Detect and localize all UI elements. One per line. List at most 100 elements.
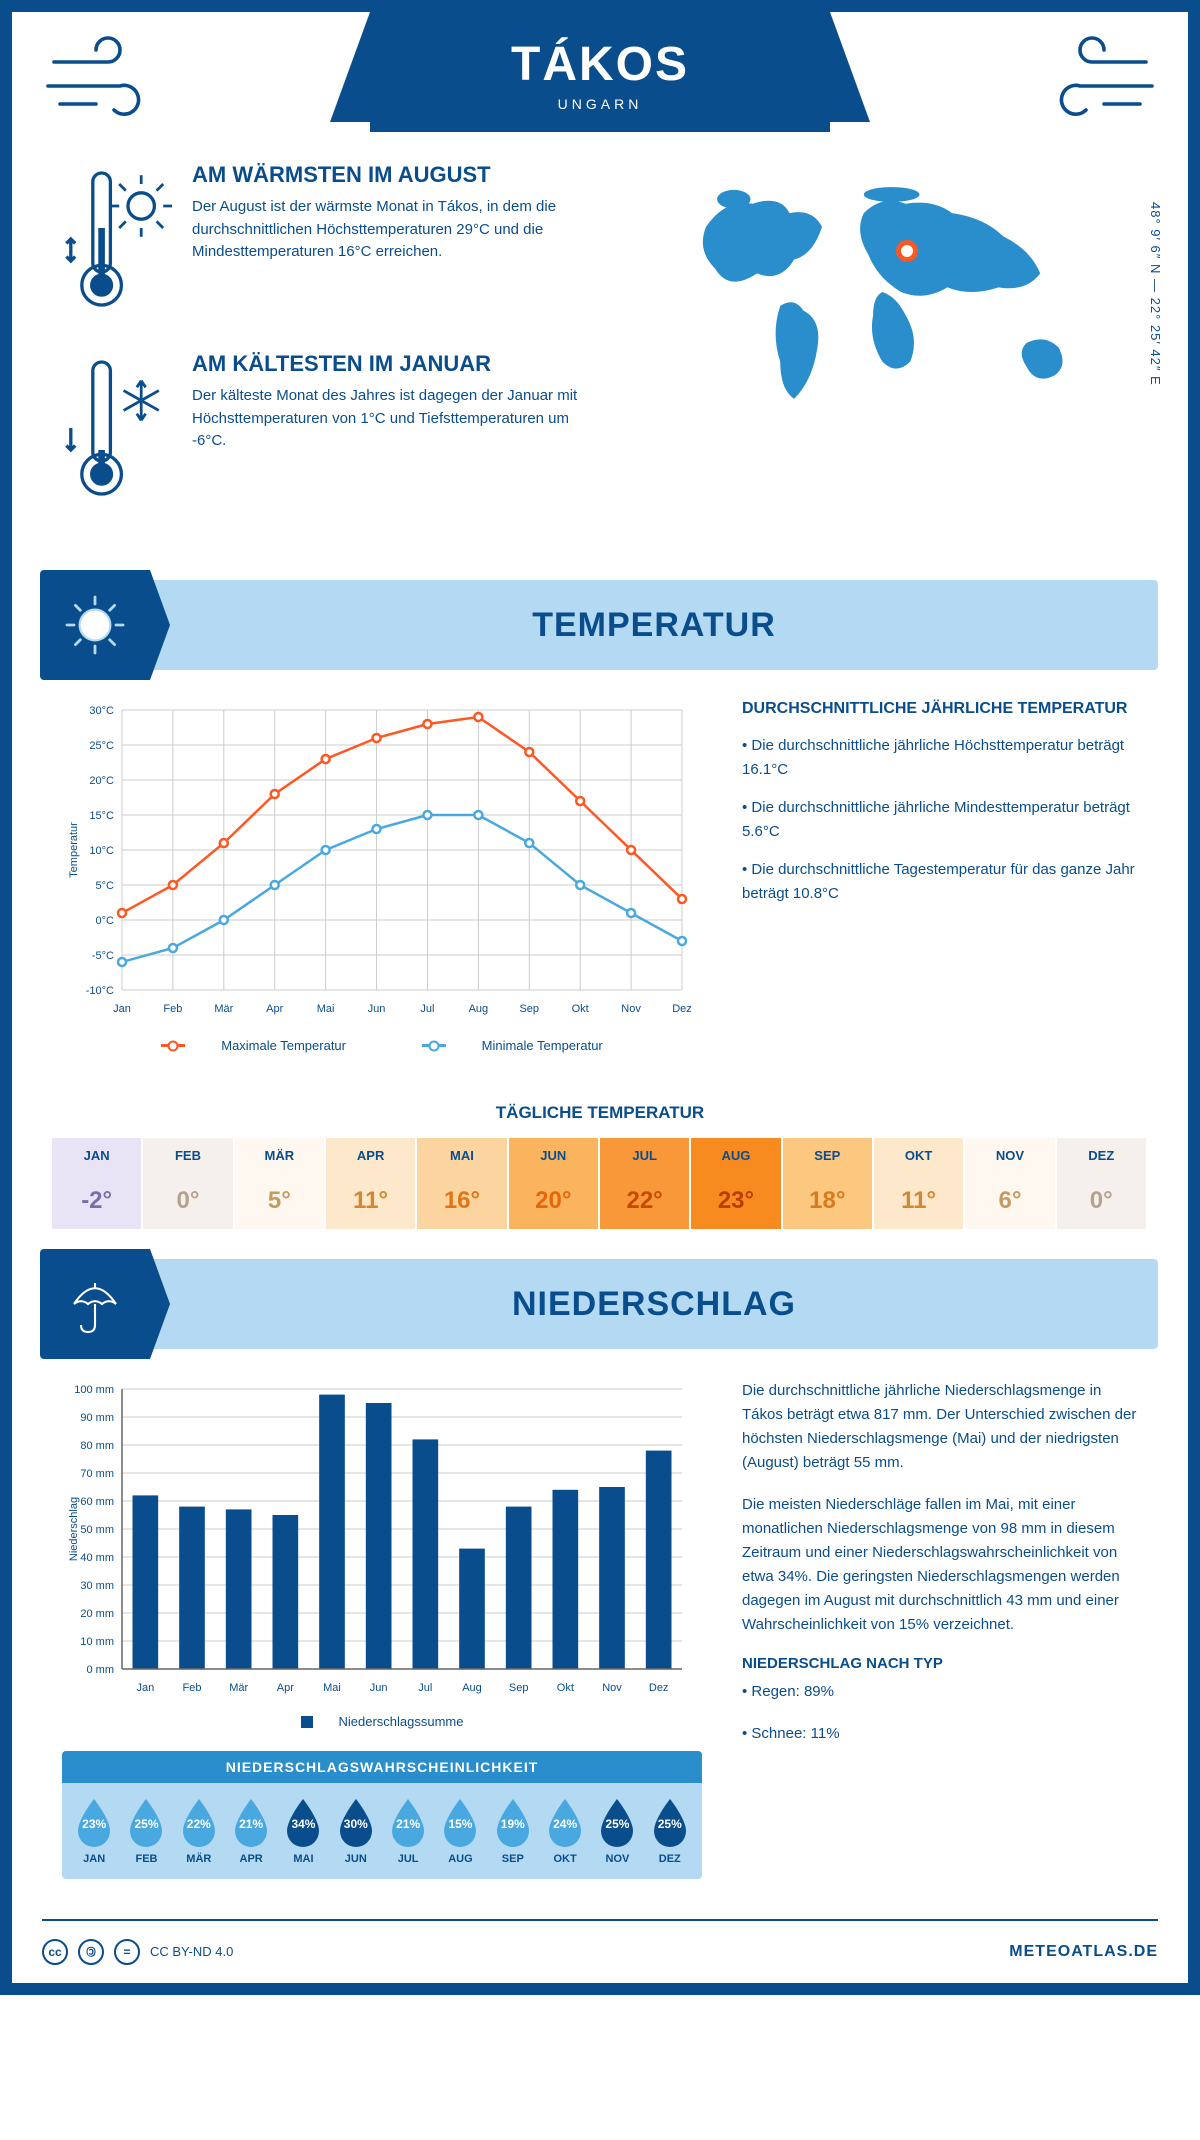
svg-text:Temperatur: Temperatur [68, 822, 80, 878]
coldest-desc: Der kälteste Monat des Jahres ist dagege… [192, 385, 605, 453]
precip-type-heading: NIEDERSCHLAG NACH TYP [742, 1655, 1138, 1672]
svg-text:40 mm: 40 mm [80, 1552, 114, 1564]
svg-text:15°C: 15°C [89, 810, 114, 822]
daily-cell: AUG23° [691, 1138, 782, 1229]
svg-text:0 mm: 0 mm [87, 1664, 115, 1676]
avg-daily: • Die durchschnittliche Tagestemperatur … [742, 858, 1138, 906]
world-map [645, 162, 1138, 422]
brand: METEOATLAS.DE [1009, 1943, 1158, 1961]
svg-text:90 mm: 90 mm [80, 1412, 114, 1424]
daily-cell: JUL22° [600, 1138, 691, 1229]
prob-drop: 21%JUL [384, 1797, 432, 1865]
coordinates: 48° 9′ 6″ N — 22° 25′ 42″ E [1148, 202, 1163, 386]
thermometer-hot-icon [62, 162, 172, 321]
avg-temp-heading: DURCHSCHNITTLICHE JÄHRLICHE TEMPERATUR [742, 700, 1138, 718]
precip-probability-box: NIEDERSCHLAGSWAHRSCHEINLICHKEIT 23%JAN25… [62, 1751, 702, 1879]
coldest-block: AM KÄLTESTEN IM JANUAR Der kälteste Mona… [62, 351, 605, 510]
svg-text:60 mm: 60 mm [80, 1496, 114, 1508]
svg-text:Jul: Jul [418, 1682, 432, 1694]
precip-p1: Die durchschnittliche jährliche Niedersc… [742, 1379, 1138, 1475]
warmest-text: AM WÄRMSTEN IM AUGUST Der August ist der… [192, 162, 605, 321]
svg-text:Jan: Jan [113, 1003, 131, 1015]
by-icon: 🄯 [78, 1939, 104, 1965]
precip-body: 0 mm10 mm20 mm30 mm40 mm50 mm60 mm70 mm8… [12, 1349, 1188, 1919]
warmest-block: AM WÄRMSTEN IM AUGUST Der August ist der… [62, 162, 605, 321]
temperature-legend: Maximale Temperatur Minimale Temperatur [62, 1035, 702, 1053]
svg-text:Mär: Mär [229, 1682, 248, 1694]
svg-text:30 mm: 30 mm [80, 1580, 114, 1592]
daily-cell: MÄR5° [235, 1138, 326, 1229]
svg-text:Apr: Apr [266, 1003, 283, 1015]
svg-text:Feb: Feb [163, 1003, 182, 1015]
country-subtitle: UNGARN [370, 96, 830, 112]
daily-cell: JUN20° [509, 1138, 600, 1229]
daily-cell: MAI16° [417, 1138, 508, 1229]
prob-drop: 25%FEB [122, 1797, 170, 1865]
svg-text:Okt: Okt [557, 1682, 574, 1694]
prob-title: NIEDERSCHLAGSWAHRSCHEINLICHKEIT [62, 1751, 702, 1783]
intro-section: AM WÄRMSTEN IM AUGUST Der August ist der… [12, 132, 1188, 560]
svg-text:Sep: Sep [509, 1682, 529, 1694]
intro-left: AM WÄRMSTEN IM AUGUST Der August ist der… [62, 162, 605, 540]
precipitation-bar-chart: 0 mm10 mm20 mm30 mm40 mm50 mm60 mm70 mm8… [62, 1379, 702, 1699]
legend-min: Minimale Temperatur [482, 1038, 603, 1053]
precip-heading: NIEDERSCHLAG [150, 1285, 1158, 1324]
svg-text:20°C: 20°C [89, 775, 114, 787]
svg-text:Mär: Mär [214, 1003, 233, 1015]
daily-temp-grid: JAN-2°FEB0°MÄR5°APR11°MAI16°JUN20°JUL22°… [52, 1138, 1148, 1229]
svg-text:80 mm: 80 mm [80, 1440, 114, 1452]
svg-text:Jul: Jul [420, 1003, 434, 1015]
daily-cell: OKT11° [874, 1138, 965, 1229]
prob-drop: 23%JAN [70, 1797, 118, 1865]
svg-text:5°C: 5°C [96, 880, 115, 892]
prob-drop: 25%NOV [593, 1797, 641, 1865]
svg-text:Jun: Jun [370, 1682, 388, 1694]
svg-text:50 mm: 50 mm [80, 1524, 114, 1536]
temperature-body: -10°C-5°C0°C5°C10°C15°C20°C25°C30°CJanFe… [12, 670, 1188, 1083]
prob-row: 23%JAN25%FEB22%MÄR21%APR34%MAI30%JUN21%J… [62, 1783, 702, 1865]
location-title: TÁKOS [370, 37, 830, 92]
prob-drop: 24%OKT [541, 1797, 589, 1865]
svg-text:20 mm: 20 mm [80, 1608, 114, 1620]
temperature-section-header: TEMPERATUR [42, 580, 1158, 670]
header-row: TÁKOS UNGARN [12, 12, 1188, 132]
legend-max: Maximale Temperatur [221, 1038, 346, 1053]
svg-text:100 mm: 100 mm [74, 1384, 114, 1396]
precip-legend-label: Niederschlagssumme [339, 1714, 464, 1729]
svg-text:25°C: 25°C [89, 740, 114, 752]
wind-icon-left [42, 12, 162, 122]
prob-drop: 19%SEP [489, 1797, 537, 1865]
precip-left: 0 mm10 mm20 mm30 mm40 mm50 mm60 mm70 mm8… [62, 1379, 702, 1879]
prob-drop: 34%MAI [279, 1797, 327, 1865]
prob-drop: 15%AUG [436, 1797, 484, 1865]
svg-text:Dez: Dez [649, 1682, 669, 1694]
svg-text:Nov: Nov [621, 1003, 641, 1015]
temperature-heading: TEMPERATUR [150, 606, 1158, 645]
avg-high: • Die durchschnittliche jährliche Höchst… [742, 734, 1138, 782]
nd-icon: = [114, 1939, 140, 1965]
warmest-title: AM WÄRMSTEN IM AUGUST [192, 162, 605, 188]
prob-drop: 22%MÄR [175, 1797, 223, 1865]
svg-text:Feb: Feb [183, 1682, 202, 1694]
coldest-title: AM KÄLTESTEN IM JANUAR [192, 351, 605, 377]
avg-low: • Die durchschnittliche jährliche Mindes… [742, 796, 1138, 844]
prob-drop: 21%APR [227, 1797, 275, 1865]
precip-text: Die durchschnittliche jährliche Niedersc… [742, 1379, 1138, 1879]
svg-text:Jan: Jan [136, 1682, 154, 1694]
warmest-desc: Der August ist der wärmste Monat in Táko… [192, 196, 605, 264]
svg-text:0°C: 0°C [96, 915, 115, 927]
daily-temp-title: TÄGLICHE TEMPERATUR [12, 1103, 1188, 1123]
precip-snow: • Schnee: 11% [742, 1722, 1138, 1746]
precip-rain: • Regen: 89% [742, 1680, 1138, 1704]
wind-icon-right [1038, 12, 1158, 122]
daily-cell: NOV6° [965, 1138, 1056, 1229]
infographic-page: TÁKOS UNGARN AM WÄRMSTEN IM AUGUST Der A… [0, 0, 1200, 1995]
svg-text:Dez: Dez [672, 1003, 692, 1015]
footer: cc 🄯 = CC BY-ND 4.0 METEOATLAS.DE [42, 1919, 1158, 1983]
title-banner: TÁKOS UNGARN [370, 12, 830, 132]
precip-p2: Die meisten Niederschläge fallen im Mai,… [742, 1493, 1138, 1637]
temperature-line-chart: -10°C-5°C0°C5°C10°C15°C20°C25°C30°CJanFe… [62, 700, 702, 1020]
svg-text:Nov: Nov [602, 1682, 622, 1694]
svg-text:Mai: Mai [323, 1682, 341, 1694]
prob-drop: 25%DEZ [646, 1797, 694, 1865]
